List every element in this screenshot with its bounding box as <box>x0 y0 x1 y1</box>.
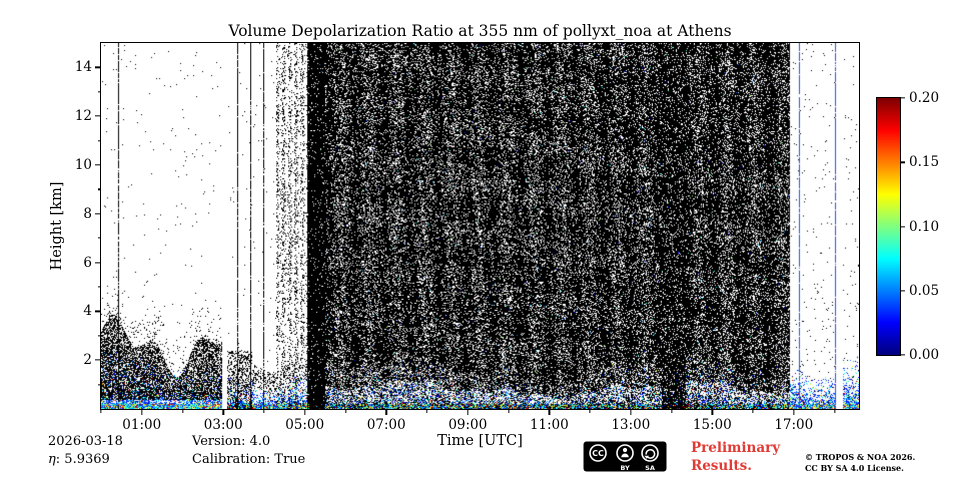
y-tick-label: 10 <box>74 157 92 173</box>
x-tick-label: 07:00 <box>366 417 406 433</box>
colorbar-gradient-canvas <box>877 98 900 355</box>
x-tick-label: 13:00 <box>611 417 651 433</box>
x-minor-tick <box>670 409 673 413</box>
x-major-tick <box>793 409 795 415</box>
x-tick-label: 09:00 <box>448 417 488 433</box>
colorbar-tick <box>900 97 905 99</box>
colorbar-tick <box>900 290 905 292</box>
x-minor-tick <box>752 409 754 413</box>
x-major-tick <box>304 409 306 415</box>
x-tick-label: 05:00 <box>285 417 325 433</box>
y-tick-label: 6 <box>83 254 92 271</box>
x-axis-label: Time [UTC] <box>437 433 523 449</box>
cc-license-badge: CC BY SA <box>583 441 667 476</box>
by-person-head-icon <box>622 447 628 453</box>
y-tick-label: 4 <box>83 303 92 320</box>
x-tick-label: 11:00 <box>529 417 569 433</box>
copyright-line2: CC BY SA 4.0 License. <box>805 463 904 473</box>
x-major-tick <box>548 409 550 415</box>
eta-calibration-value: η: 5.9369 <box>48 452 110 467</box>
cc-icon-label: CC <box>592 449 604 458</box>
x-major-tick <box>630 409 632 415</box>
colorbar-tick-label: 0.15 <box>909 154 940 171</box>
plot-area: 01:00 03:00 05:00 07:00 09:00 11:00 13:00 15:00… <box>75 42 860 433</box>
y-minor-tick <box>97 91 101 93</box>
x-tick-label: 01:00 <box>122 417 162 433</box>
x-major-tick <box>385 409 387 415</box>
x-minor-tick <box>507 409 510 413</box>
y-tick-label: 14 <box>74 59 92 76</box>
preliminary-note: Preliminary Results. <box>691 439 780 475</box>
x-minor-tick <box>833 409 836 413</box>
colorbar-tick-label: 0.05 <box>909 282 940 299</box>
preliminary-line1: Preliminary <box>691 440 781 456</box>
y-major-tick <box>95 310 101 313</box>
by-label: BY <box>620 464 630 472</box>
x-major-tick <box>467 409 469 415</box>
colorbar-tick-label: 0.10 <box>909 218 940 235</box>
measurement-date: 2026-03-18 <box>48 434 123 449</box>
calibration-text: Calibration: True <box>192 452 306 467</box>
y-minor-tick <box>97 188 101 191</box>
x-minor-tick <box>100 409 102 413</box>
colorbar: 0.00 0.05 0.10 0.15 0.20 <box>876 90 939 363</box>
y-major-tick <box>95 359 101 361</box>
y-minor-tick <box>97 383 101 386</box>
x-tick-label: 15:00 <box>692 417 732 433</box>
sa-arrow-icon <box>641 444 659 462</box>
eta-symbol: η <box>48 452 56 467</box>
y-minor-tick <box>97 286 101 288</box>
sa-label: SA <box>645 464 655 472</box>
colorbar-tick <box>900 161 905 163</box>
colorbar-tick <box>900 354 905 356</box>
x-minor-tick <box>426 409 428 413</box>
x-tick-label: 03:00 <box>203 417 243 433</box>
by-person-body-icon <box>621 453 629 458</box>
eta-number: : 5.9369 <box>55 452 110 467</box>
heatmap-canvas <box>101 43 859 409</box>
x-minor-tick <box>181 409 184 413</box>
y-major-tick <box>95 261 101 264</box>
preliminary-line2: Results. <box>691 458 752 474</box>
copyright-line1: © TROPOS & NOA 2026. <box>805 452 916 462</box>
cc-icon <box>589 444 607 462</box>
sa-arrow-arc-icon <box>645 449 656 459</box>
sa-arrow-head-icon <box>644 455 649 459</box>
x-minor-tick <box>263 409 265 413</box>
y-minor-tick <box>97 335 101 337</box>
version-text: Version: 4.0 <box>192 434 271 449</box>
y-major-tick <box>95 66 101 69</box>
by-person-icon <box>616 444 634 462</box>
y-tick-label: 12 <box>74 108 92 125</box>
x-minor-tick <box>589 409 591 413</box>
y-major-tick <box>95 213 101 215</box>
colorbar-tick <box>900 225 905 228</box>
cc-badge-svg: CC BY SA <box>583 441 667 472</box>
x-major-tick <box>141 409 143 415</box>
y-tick-label: 2 <box>83 352 92 369</box>
chart-title: Volume Depolarization Ratio at 355 nm of… <box>228 22 732 40</box>
colorbar-tick-label: 0.20 <box>909 90 940 106</box>
y-tick-label: 8 <box>83 205 92 222</box>
y-major-tick <box>95 115 101 117</box>
x-major-tick <box>711 409 713 415</box>
copyright-note: © TROPOS & NOA 2026. CC BY SA 4.0 Licens… <box>805 452 915 474</box>
y-axis-label: Height [km] <box>49 181 65 271</box>
y-major-tick <box>95 164 101 166</box>
x-tick-label: 17:00 <box>774 417 814 433</box>
x-major-tick <box>222 409 224 415</box>
y-minor-tick <box>97 139 101 142</box>
y-minor-tick <box>97 237 101 239</box>
colorbar-tick-label: 0.00 <box>909 347 940 363</box>
x-minor-tick <box>344 409 347 413</box>
